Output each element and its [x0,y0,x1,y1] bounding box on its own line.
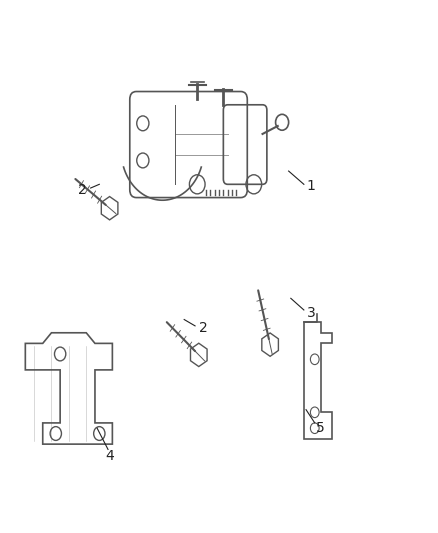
Text: 2: 2 [198,321,207,335]
Text: 2: 2 [78,183,86,197]
Text: 1: 1 [306,179,315,193]
Text: 4: 4 [105,449,114,463]
Text: 5: 5 [316,421,325,435]
Text: 3: 3 [307,305,316,320]
